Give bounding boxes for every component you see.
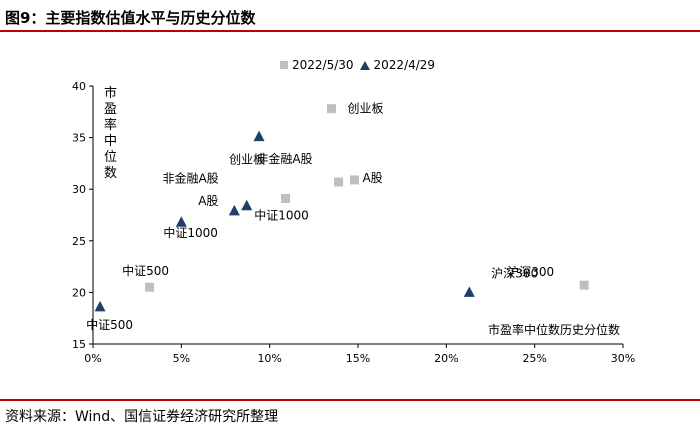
source-note: 资料来源：Wind、国信证券经济研究所整理 xyxy=(5,409,279,425)
square-marker xyxy=(579,280,589,290)
square-marker xyxy=(334,177,344,187)
legend-item-2022-5-30: 2022/5/30 xyxy=(280,58,354,72)
triangle-marker xyxy=(253,130,265,142)
legend-label-2022-5-30: 2022/5/30 xyxy=(292,58,354,72)
point-label: 沪深300 xyxy=(507,265,554,279)
x-axis-label: 市盈率中位数历史分位数 xyxy=(488,323,621,337)
point-label: 中证500 xyxy=(122,263,169,278)
triangle-marker xyxy=(228,204,240,216)
triangle-marker xyxy=(175,216,187,227)
legend-item-2022-4-29: 2022/4/29 xyxy=(359,58,436,72)
point-label: 非金融A股 xyxy=(162,171,218,186)
x-tick-label: 25% xyxy=(522,352,546,365)
y-tick-label: 15 xyxy=(72,338,86,351)
axes: 15 20 25 30 35 40 0% 5% 10% 15% 20% 25% 30% xyxy=(72,80,635,365)
square-marker-icon xyxy=(280,61,288,69)
y-tick-label: 30 xyxy=(72,183,86,196)
x-tick-label: 0% xyxy=(84,352,101,365)
source-divider xyxy=(0,399,700,401)
marks xyxy=(94,104,589,312)
point-label: A股 xyxy=(198,194,218,208)
x-tick-label: 30% xyxy=(611,352,635,365)
square-marker xyxy=(327,104,336,114)
title-divider xyxy=(0,30,700,32)
point-label: 中证1000 xyxy=(254,207,309,222)
y-axis-label: 市盈率中位数 xyxy=(104,86,118,181)
triangle-marker xyxy=(94,300,106,312)
y-tick-label: 20 xyxy=(72,286,86,299)
point-label: A股 xyxy=(362,171,382,185)
square-marker xyxy=(349,175,359,185)
triangle-marker-icon xyxy=(359,60,370,70)
point-label: 沪深300 xyxy=(491,266,538,280)
point-label: 创业板 xyxy=(348,102,384,116)
triangle-marker xyxy=(241,199,253,211)
point-label: 中证500 xyxy=(86,317,133,332)
triangle-marker xyxy=(463,286,475,297)
x-tick-label: 15% xyxy=(346,352,370,365)
y-tick-label: 35 xyxy=(72,132,86,145)
square-marker xyxy=(281,193,291,203)
point-label: 非金融A股 xyxy=(256,151,312,166)
square-marker xyxy=(145,282,155,292)
x-tick-label: 20% xyxy=(434,352,458,365)
y-tick-label: 40 xyxy=(72,80,86,93)
legend-label-2022-4-29: 2022/4/29 xyxy=(373,58,436,72)
figure-title: 图9：主要指数估值水平与历史分位数 xyxy=(5,9,256,27)
point-label: 创业板 xyxy=(229,153,265,167)
point-label: 中证1000 xyxy=(163,225,218,240)
x-tick-label: 10% xyxy=(257,352,281,365)
y-tick-label: 25 xyxy=(72,235,86,248)
legend: 2022/5/30 2022/4/29 xyxy=(280,58,435,72)
x-tick-label: 5% xyxy=(173,352,190,365)
